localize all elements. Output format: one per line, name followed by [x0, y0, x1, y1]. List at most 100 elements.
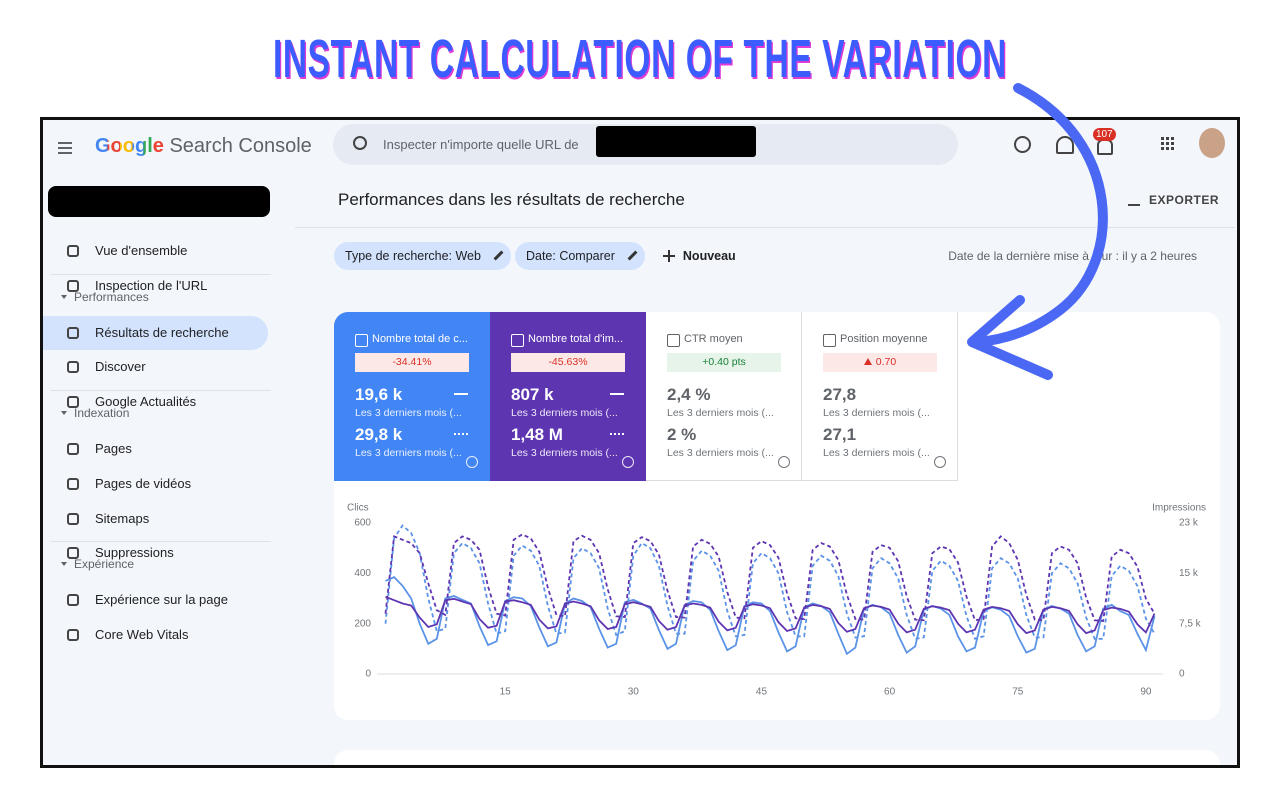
- brand: Google: [95, 135, 164, 157]
- checkbox: [823, 334, 836, 347]
- nav-item[interactable]: Discover: [95, 359, 146, 375]
- nav-icon: [67, 443, 79, 456]
- chip-label: Date: Comparer: [525, 249, 615, 263]
- nav-item[interactable]: Google Actualités: [95, 394, 197, 410]
- arrow-curve: [973, 83, 1108, 347]
- filter-bar: Type de recherche: Web Date: Comparer Nouv…: [334, 242, 736, 270]
- metric-label: Nombre total de c...: [372, 333, 468, 345]
- x-tick-label: 75: [1012, 687, 1024, 698]
- dashed-indicator: [610, 433, 624, 435]
- current-value: 27,8: [823, 385, 857, 404]
- separator: [51, 541, 271, 543]
- current-value: 807 k: [511, 385, 554, 404]
- help-icon[interactable]: [1014, 136, 1031, 153]
- previous-period: Les 3 derniers mois (...: [511, 447, 618, 459]
- solid-indicator: [454, 393, 468, 395]
- nav-item[interactable]: Inspection de l'URL: [95, 277, 208, 293]
- series-line: [384, 524, 1156, 640]
- banner: INSTANT CALCULATION OF THE VARIATION: [0, 28, 1280, 90]
- x-tick-label: 30: [628, 687, 640, 698]
- separator: [51, 273, 271, 275]
- search-icon: [353, 136, 367, 150]
- users-icon[interactable]: [1056, 136, 1074, 154]
- y2-tick-label: 15 k: [1179, 568, 1199, 579]
- nav-icon: [67, 594, 79, 607]
- download-icon: [1128, 194, 1140, 206]
- help-icon[interactable]: [934, 456, 946, 468]
- y-tick-label: 600: [354, 518, 371, 529]
- nav-icon: [67, 512, 79, 525]
- y-tick-label: 400: [354, 568, 371, 579]
- series-line: [385, 595, 1156, 635]
- change-badge: -45.63%: [511, 353, 625, 372]
- x-tick-label: 15: [500, 687, 512, 698]
- next-card: [334, 750, 1220, 765]
- chart: Clics Impressions 0 200 400 600 0 7,5 k 15 k 23 k…: [347, 503, 1206, 698]
- help-icon[interactable]: [466, 456, 478, 468]
- screenshot: Google Search Console Inspecter n'import…: [40, 117, 1240, 768]
- banner-title: INSTANT CALCULATION OF THE VARIATION: [272, 29, 1008, 89]
- current-period: Les 3 derniers mois (...: [511, 407, 618, 419]
- previous-period: Les 3 derniers mois (...: [823, 447, 930, 459]
- nav-item[interactable]: Pages de vidéos: [95, 475, 192, 491]
- dashed-indicator: [454, 433, 468, 435]
- help-icon[interactable]: [622, 456, 634, 468]
- nav-item[interactable]: Suppressions: [95, 545, 174, 561]
- filter-chip[interactable]: Date: Comparer: [514, 242, 645, 270]
- change-value: +0.40 pts: [702, 356, 746, 368]
- current-period: Les 3 derniers mois (...: [667, 407, 774, 419]
- change-badge: -34.41%: [355, 353, 469, 372]
- metric-cards: Nombre total de c... -34.41% 19,6 k Les 3 d…: [334, 312, 958, 481]
- nav-item[interactable]: Core Web Vitals: [95, 626, 189, 642]
- redaction: [596, 126, 756, 157]
- redaction: [48, 186, 270, 217]
- filter-chip[interactable]: Type de recherche: Web: [334, 242, 511, 270]
- nav-item[interactable]: Résultats de recherche: [95, 324, 229, 340]
- previous-period: Les 3 derniers mois (...: [667, 447, 774, 459]
- section-title[interactable]: Indexation: [74, 406, 130, 421]
- menu-icon[interactable]: [58, 142, 72, 144]
- nav-icon: [67, 396, 79, 409]
- active-highlight: [43, 315, 268, 350]
- nav-icon: [67, 361, 79, 374]
- checkbox: [667, 334, 680, 347]
- plus-icon: [667, 250, 670, 262]
- y2-tick-label: 7,5 k: [1179, 618, 1202, 629]
- help-icon[interactable]: [778, 456, 790, 468]
- nav-icon: [67, 628, 79, 641]
- nav-item[interactable]: Vue d'ensemble: [95, 243, 188, 258]
- previous-value: 2 %: [667, 425, 697, 444]
- new-filter[interactable]: Nouveau: [662, 249, 736, 263]
- arrow-head: [967, 295, 1053, 380]
- checkbox: [511, 334, 524, 347]
- divider: [295, 227, 1235, 228]
- nav-icon: [67, 279, 79, 292]
- search-placeholder: Inspecter n'importe quelle URL de: [383, 137, 579, 152]
- nav-icon: [67, 326, 79, 339]
- x-tick-label: 90: [1140, 687, 1152, 698]
- section-title[interactable]: Performances: [74, 289, 149, 304]
- y-axis-title: Clics: [347, 503, 369, 514]
- nav-item[interactable]: Pages: [95, 441, 132, 457]
- x-tick-label: 60: [884, 687, 896, 698]
- section-title[interactable]: Expérience: [74, 557, 135, 572]
- x-tick-label: 45: [756, 687, 768, 698]
- nav-item[interactable]: Expérience sur la page: [95, 592, 228, 608]
- metric-card[interactable]: CTR moyen +0.40 pts 2,4 % Les 3 derniers mo…: [646, 312, 802, 481]
- apps-icon[interactable]: [1161, 137, 1164, 140]
- previous-period: Les 3 derniers mois (...: [355, 447, 462, 459]
- nav-item[interactable]: Sitemaps: [95, 510, 150, 526]
- change-value: 0.70: [875, 356, 897, 368]
- solid-indicator: [610, 393, 624, 395]
- section-toggle: [61, 411, 67, 416]
- metric-card[interactable]: Nombre total de c... -34.41% 19,6 k Les 3 d…: [334, 312, 490, 481]
- metric-card[interactable]: Nombre total d'im... -45.63% 807 k Les 3 de…: [490, 312, 646, 481]
- product: Search Console: [169, 135, 312, 157]
- nav-icon: [67, 547, 79, 560]
- y-tick-label: 0: [365, 669, 371, 680]
- metric-card[interactable]: Position moyenne 0.70 27,8 Les 3 derniers m…: [802, 312, 958, 481]
- export-button[interactable]: EXPORTER: [1149, 193, 1220, 207]
- avatar[interactable]: [1199, 128, 1225, 158]
